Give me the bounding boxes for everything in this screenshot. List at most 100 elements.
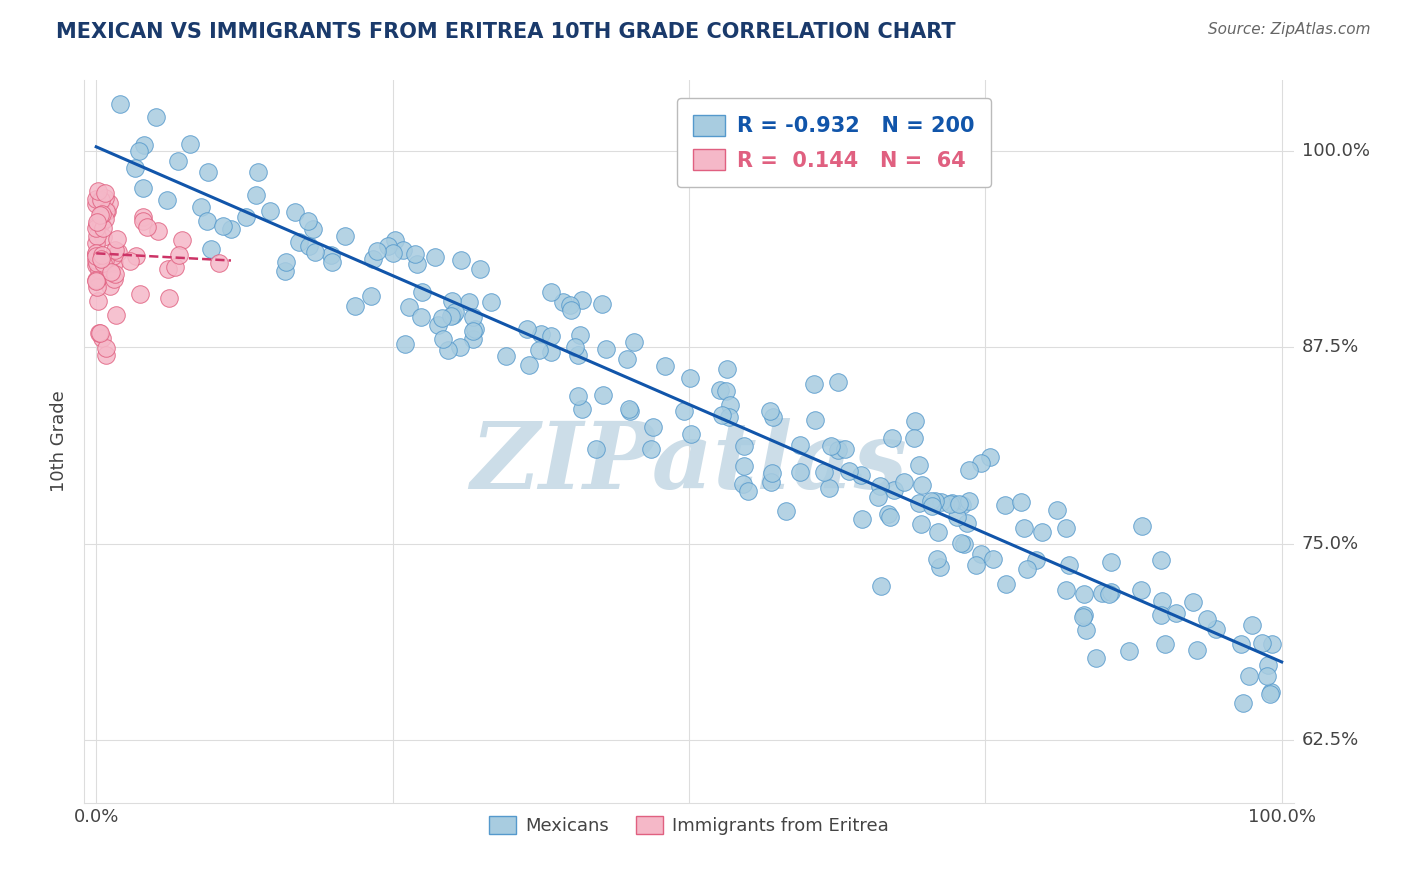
Point	[921, 500, 943, 514]
Point	[89, 326, 111, 340]
Point	[91, 230, 114, 244]
Point	[87, 293, 110, 308]
Point	[1154, 637, 1177, 651]
Point	[245, 188, 267, 202]
Point	[468, 261, 491, 276]
Point	[366, 244, 388, 259]
Point	[595, 342, 617, 356]
Point	[103, 256, 125, 270]
Point	[834, 442, 856, 456]
Point	[558, 298, 581, 312]
Point	[568, 327, 591, 342]
Point	[1099, 555, 1122, 569]
Point	[1073, 586, 1095, 600]
Point	[827, 443, 849, 458]
Point	[882, 431, 904, 445]
Point	[87, 271, 110, 285]
Point	[640, 442, 662, 456]
Point	[461, 310, 484, 324]
Point	[90, 331, 112, 345]
Point	[1164, 606, 1187, 620]
Point	[592, 387, 614, 401]
Point	[929, 560, 952, 574]
Point	[391, 244, 413, 258]
Point	[219, 221, 242, 235]
Point	[994, 576, 1017, 591]
Point	[343, 299, 366, 313]
Point	[623, 335, 645, 350]
Point	[851, 468, 873, 483]
Point	[195, 214, 218, 228]
Point	[479, 295, 502, 310]
Point	[1099, 584, 1122, 599]
Point	[304, 244, 326, 259]
Point	[654, 359, 676, 373]
Point	[90, 193, 112, 207]
Point	[1261, 637, 1284, 651]
Point	[101, 248, 124, 262]
Point	[129, 286, 152, 301]
Point	[91, 221, 114, 235]
Point	[939, 497, 962, 511]
Point	[461, 324, 484, 338]
Point	[929, 495, 952, 509]
Point	[319, 247, 342, 261]
Point	[1011, 495, 1033, 509]
Point	[84, 197, 107, 211]
Point	[394, 337, 416, 351]
Point	[90, 206, 112, 220]
Point	[167, 247, 190, 261]
Point	[440, 294, 463, 309]
Point	[907, 496, 929, 510]
Point	[530, 327, 553, 342]
Point	[404, 246, 426, 260]
Point	[911, 478, 934, 492]
Point	[679, 426, 702, 441]
Point	[1091, 586, 1114, 600]
Point	[107, 244, 129, 259]
Point	[124, 161, 146, 175]
Point	[284, 204, 307, 219]
Point	[167, 153, 190, 168]
Point	[411, 310, 433, 324]
Point	[84, 249, 107, 263]
Point	[737, 483, 759, 498]
Point	[813, 465, 835, 479]
Point	[321, 254, 343, 268]
Point	[86, 274, 108, 288]
Point	[437, 343, 460, 357]
Point	[360, 288, 382, 302]
Point	[950, 499, 973, 513]
Point	[136, 219, 159, 234]
Point	[970, 456, 993, 470]
Point	[869, 579, 891, 593]
Point	[953, 537, 976, 551]
Point	[450, 253, 472, 268]
Point	[709, 383, 731, 397]
Point	[910, 517, 932, 532]
Point	[84, 258, 107, 272]
Point	[527, 343, 550, 357]
Point	[464, 321, 486, 335]
Point	[86, 235, 108, 250]
Point	[1256, 669, 1278, 683]
Point	[361, 252, 384, 267]
Point	[789, 465, 811, 479]
Point	[927, 552, 949, 566]
Point	[96, 204, 118, 219]
Point	[560, 303, 582, 318]
Point	[877, 507, 900, 521]
Point	[1205, 622, 1227, 636]
Point	[718, 398, 741, 412]
Point	[551, 295, 574, 310]
Point	[851, 512, 873, 526]
Point	[641, 420, 664, 434]
Point	[132, 181, 155, 195]
Point	[1046, 503, 1069, 517]
Point	[1258, 687, 1281, 701]
Point	[949, 536, 972, 550]
Point	[818, 481, 841, 495]
Point	[98, 196, 121, 211]
Point	[90, 216, 112, 230]
Point	[1031, 524, 1053, 539]
